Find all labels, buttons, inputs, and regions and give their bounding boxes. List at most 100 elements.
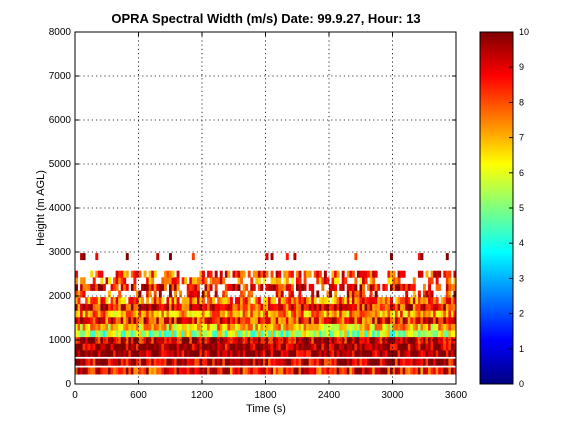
heatmap-cell [90,349,94,357]
heatmap-cell [450,297,454,305]
heatmap-cell [158,343,162,351]
heatmap-cell [113,367,117,375]
heatmap-cell [290,310,294,318]
heatmap-cell [435,367,439,375]
heatmap-cell [143,349,147,357]
heatmap-cell [367,323,371,331]
heatmap-cell [354,310,358,318]
heatmap-cell [232,336,236,344]
heatmap-cell [196,367,200,375]
heatmap-cell [181,330,185,338]
heatmap-cell [204,303,208,311]
heatmap-cell [123,310,127,318]
heatmap-cell [257,343,261,351]
heatmap-cell [141,303,144,311]
heatmap-cell [387,358,391,366]
heatmap-cell [341,349,345,357]
heatmap-cell [100,316,104,324]
heatmap-cell [202,330,205,338]
heatmap-cell [435,277,439,285]
heatmap-cell [242,316,246,324]
heatmap-cell [95,283,99,291]
heatmap-cell [417,303,421,311]
heatmap-cell [148,358,152,366]
heatmap-cell [364,297,368,305]
heatmap-cell [400,343,404,351]
heatmap-cell [313,343,317,351]
heatmap-cell [181,277,185,285]
heatmap-cell [438,349,442,357]
heatmap-cell [321,297,325,305]
heatmap-cell [336,358,340,366]
heatmap-cell [334,290,338,298]
heatmap-cell [166,303,170,311]
heatmap-cell [359,330,363,338]
heatmap-cell [367,358,371,366]
heatmap-cell [329,349,332,357]
heatmap-cell [255,270,259,278]
heatmap-cell [362,277,365,285]
heatmap-cell [171,297,175,305]
heatmap-cell [278,303,282,311]
heatmap-cell [123,297,127,305]
heatmap-cell [202,277,205,285]
heatmap-cell [306,323,310,331]
heatmap-cell [214,349,218,357]
heatmap-cell [189,303,193,311]
heatmap-cell [189,330,193,338]
heatmap-cell [290,343,294,351]
heatmap-cell [280,310,284,318]
heatmap-cell [110,303,114,311]
heatmap-cell [168,270,172,278]
heatmap-cell [392,316,396,324]
heatmap-cell [351,323,355,331]
heatmap-cell [395,303,398,311]
heatmap-cell [128,349,132,357]
heatmap-cell [141,349,144,357]
heatmap-cell [245,283,249,291]
heatmap-cell [237,270,241,278]
heatmap-cell [440,297,444,305]
heatmap-cell [425,336,429,344]
heatmap-cell [168,316,172,324]
heatmap-cell [141,283,144,291]
heatmap-cell [288,310,292,318]
heatmap-cell [207,303,211,311]
heatmap-cell [153,310,157,318]
heatmap-cell [301,343,304,351]
heatmap-cell [189,323,193,331]
heatmap-cell [105,297,109,305]
heatmap-cell [229,283,233,291]
heatmap-cell [247,303,251,311]
heatmap-cell [250,316,254,324]
heatmap-cell [77,330,81,338]
heatmap-cell [143,303,147,311]
heatmap-cell [422,349,426,357]
heatmap-cell [323,270,327,278]
heatmap-cell [174,330,177,338]
heatmap-cell [346,283,350,291]
heatmap-cell [318,297,322,305]
heatmap-cell [293,323,297,331]
heatmap-cell [97,349,101,357]
heatmap-cell [417,358,421,366]
heatmap-cell [293,336,297,344]
heatmap-cell [118,367,122,375]
heatmap-cell [275,290,279,298]
heatmap-cell [113,303,117,311]
heatmap-cell [270,297,274,305]
heatmap-cell [326,297,330,305]
heatmap-cell [100,270,104,278]
heatmap-cell [445,367,449,375]
heatmap-cell [410,323,414,331]
heatmap-cell [250,349,254,357]
heatmap-cell [163,367,167,375]
heatmap-cell [95,270,99,278]
heatmap-cell [168,290,172,298]
heatmap-cell [311,290,315,298]
heatmap-cell [433,323,437,331]
heatmap-cell [265,310,269,318]
heatmap-cell [156,310,160,318]
heatmap-cell [303,316,307,324]
heatmap-cell [184,316,188,324]
